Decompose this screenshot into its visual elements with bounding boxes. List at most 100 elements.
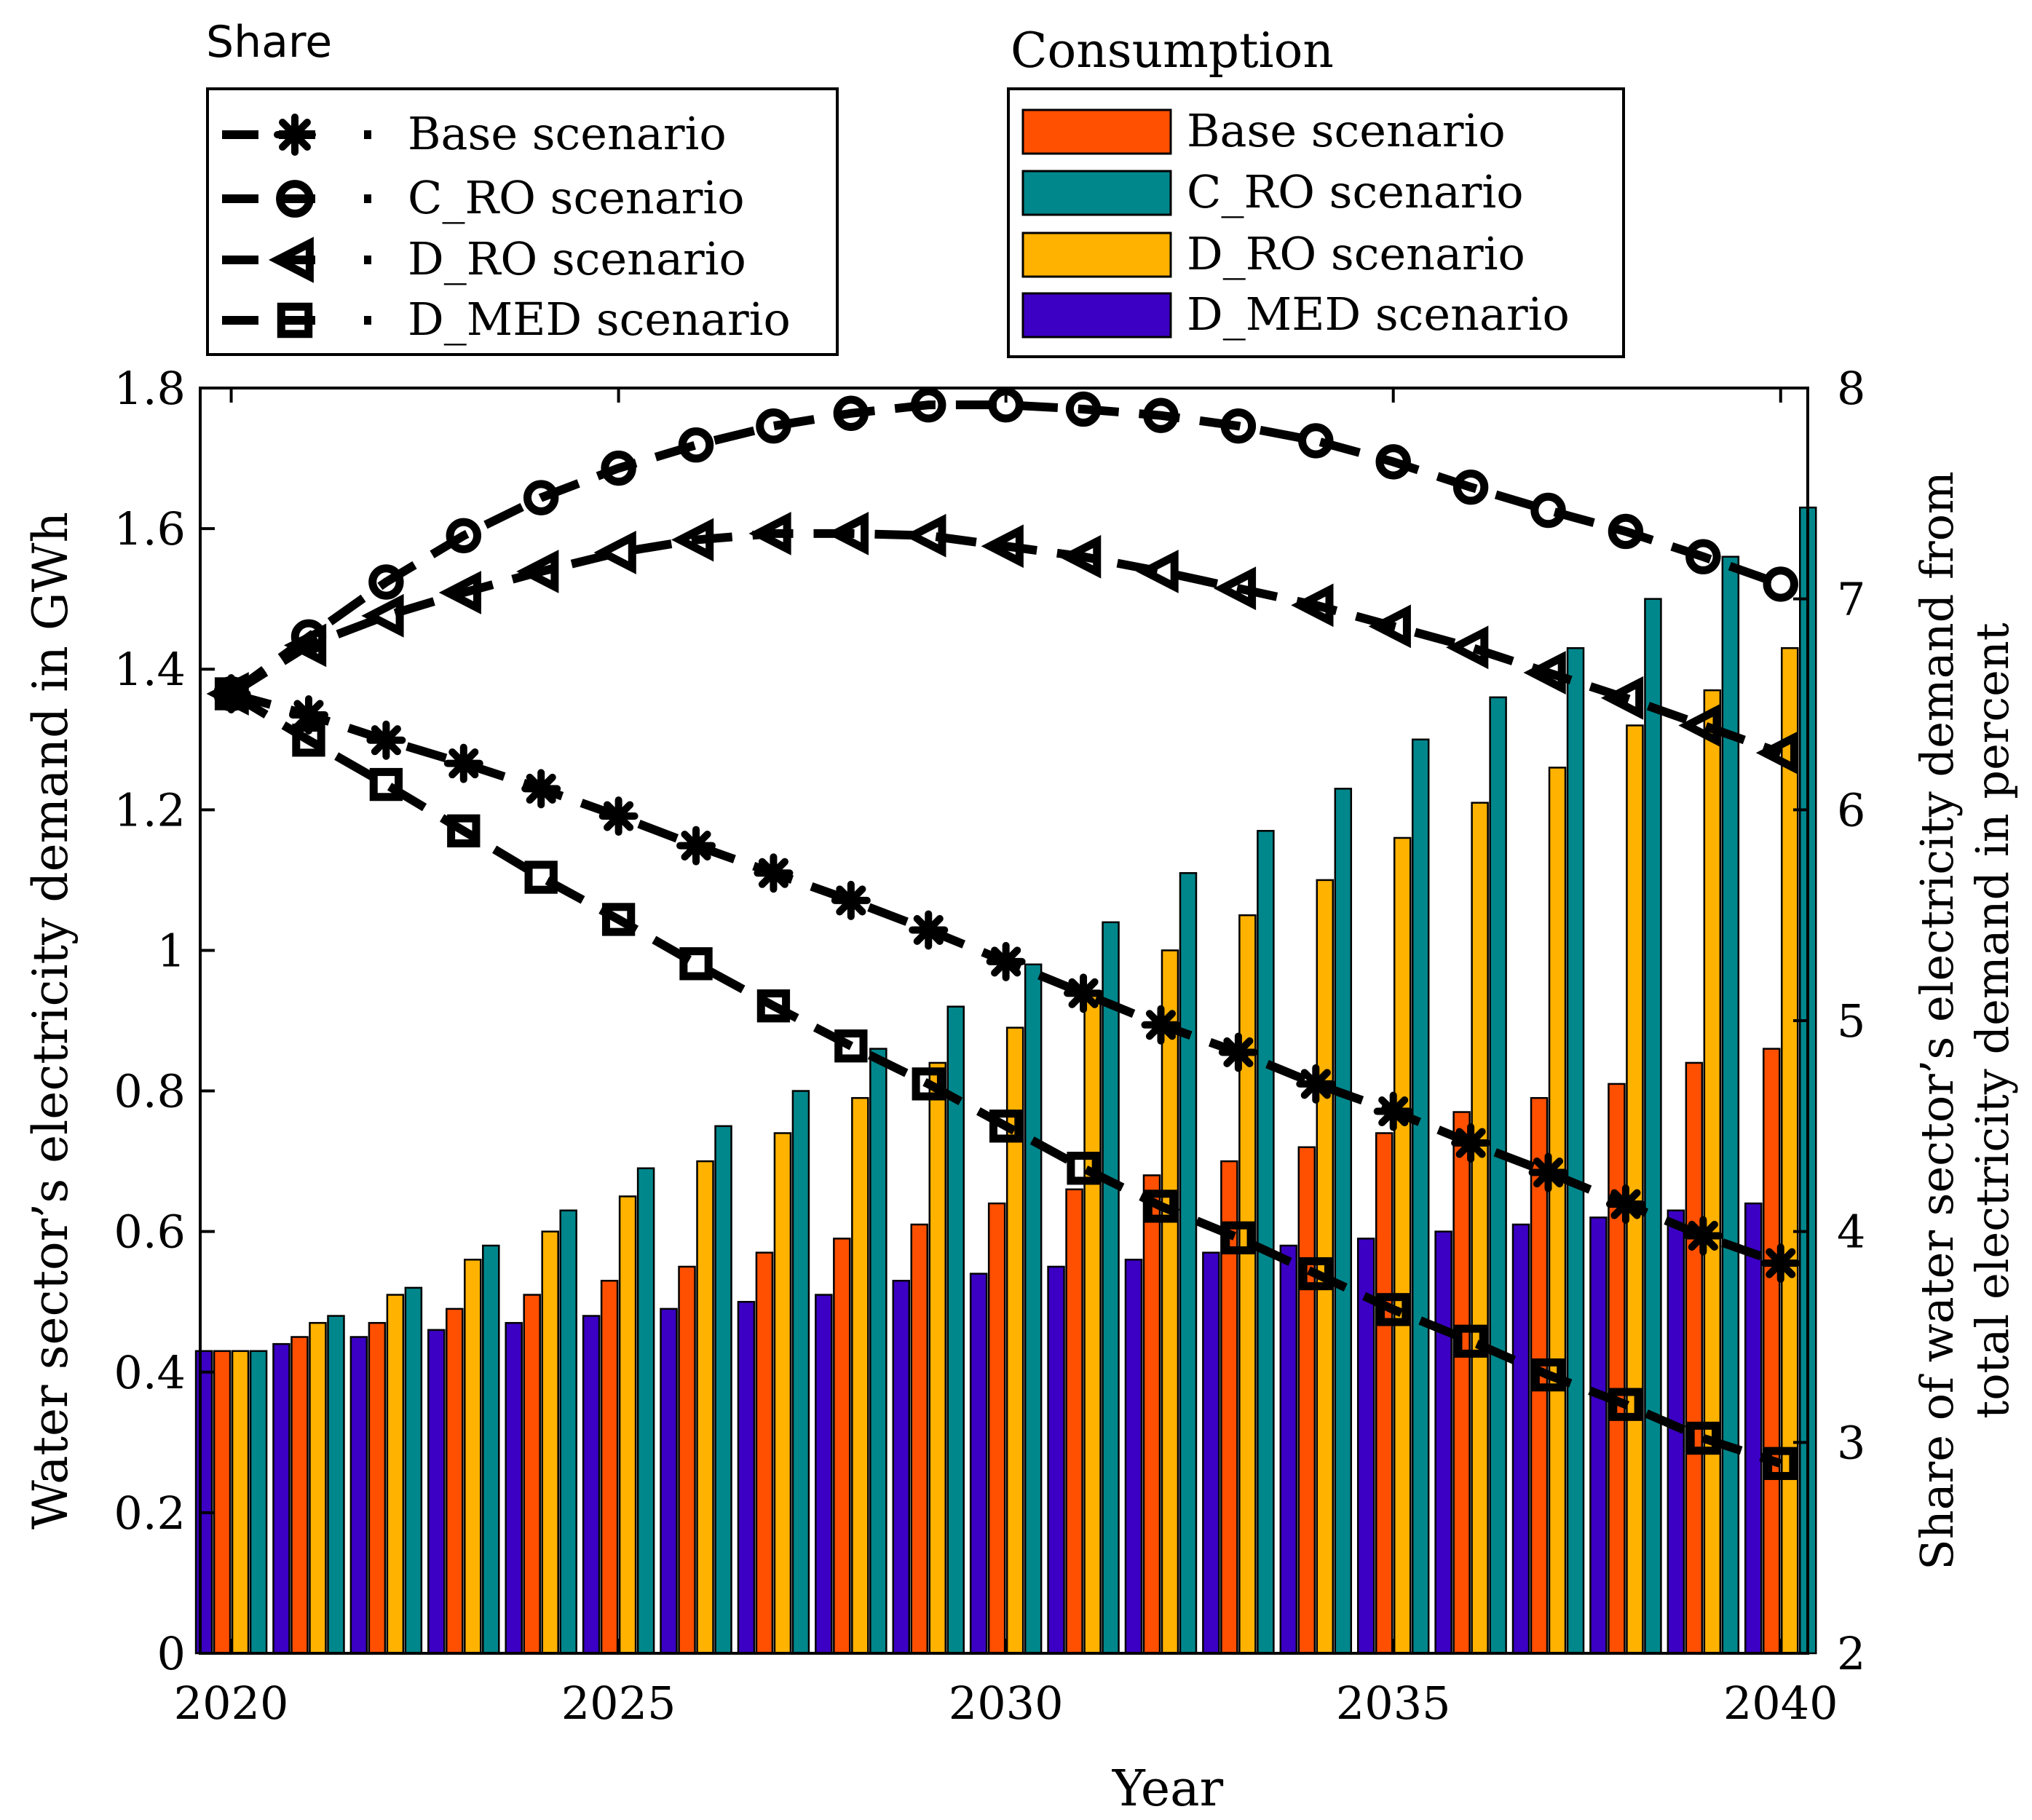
marker-d-ro-scenario-2026: [671, 518, 714, 562]
legend-share-label: D_RO scenario: [408, 232, 746, 285]
marker-base-scenario-2024: [521, 769, 561, 809]
x-tick-label: 2030: [949, 1677, 1064, 1730]
bar-d-med-scenario-2028: [815, 1294, 833, 1655]
bar-d-ro-scenario-2031: [1083, 992, 1102, 1655]
bar-c-ro-scenario-2024: [559, 1209, 577, 1655]
bar-base-scenario-2025: [600, 1280, 619, 1655]
marker-d-med-scenario-2027: [756, 989, 791, 1023]
marker-c-ro-scenario-2035: [1375, 444, 1411, 480]
bar-c-ro-scenario-2039: [1721, 555, 1740, 1655]
left-tick-label: 0.2: [114, 1487, 186, 1540]
right-tick-label: 7: [1837, 573, 1865, 626]
marker-d-ro-scenario-2035: [1368, 604, 1411, 649]
legend-share-label: C_RO scenario: [408, 171, 745, 224]
left-tick-label: 0.4: [114, 1346, 186, 1399]
marker-base-scenario-2028: [831, 880, 871, 920]
marker-d-ro-scenario-2038: [1600, 676, 1644, 720]
marker-c-ro-scenario-2040: [1763, 566, 1798, 602]
legend-share-entry-base-scenario: Base scenario: [222, 107, 727, 160]
marker-c-ro-scenario-2036: [1452, 469, 1489, 505]
left-tick-label: 1: [157, 924, 186, 977]
legend-consumption-swatch: [1021, 108, 1172, 155]
marker-d-med-scenario-2033: [1222, 1221, 1255, 1255]
legend-consumption-title: Consumption: [1011, 23, 1334, 79]
marker-d-med-scenario-2025: [601, 903, 636, 936]
legend-share-label: Base scenario: [408, 107, 727, 160]
bar-d-med-scenario-2037: [1511, 1223, 1530, 1655]
bar-d-med-scenario-2020: [194, 1350, 213, 1655]
bar-d-ro-scenario-2033: [1238, 914, 1257, 1655]
left-tick-label: 1.4: [114, 643, 186, 696]
bar-base-scenario-2040: [1763, 1048, 1781, 1655]
legend-consumption-label: D_MED scenario: [1187, 288, 1570, 341]
bar-d-ro-scenario-2024: [541, 1230, 559, 1655]
left-tick-label: 0.8: [114, 1065, 186, 1118]
line-d-med-scenario: [229, 689, 1782, 1468]
legend-consumption-entry-d-med-scenario: D_MED scenario: [1021, 288, 1570, 341]
marker-d-med-scenario-2028: [834, 1029, 868, 1063]
bar-c-ro-scenario-2033: [1257, 830, 1275, 1655]
right-tick-label: 2: [1837, 1627, 1865, 1680]
legend-consumption: Base scenario C_RO scenario D_RO scenario D…: [1007, 87, 1625, 358]
marker-d-ro-scenario-2030: [981, 524, 1024, 569]
bar-base-scenario-2020: [213, 1350, 232, 1655]
marker-c-ro-scenario-2032: [1143, 397, 1179, 433]
line-d-ro-scenario: [229, 529, 1782, 757]
legend-consumption-label: Base scenario: [1187, 104, 1506, 157]
legend-share-label: D_MED scenario: [408, 293, 791, 346]
marker-d-ro-scenario-2037: [1523, 651, 1566, 695]
legend-share-entry-c-ro-scenario: C_RO scenario: [222, 171, 745, 224]
bar-d-ro-scenario-2029: [928, 1061, 947, 1655]
left-tick-label: 1.2: [114, 783, 186, 836]
bar-d-ro-scenario-2037: [1548, 767, 1567, 1655]
bar-d-ro-scenario-2028: [851, 1096, 869, 1655]
bar-d-med-scenario-2032: [1124, 1259, 1143, 1655]
bar-d-med-scenario-2031: [1047, 1265, 1065, 1655]
marker-d-med-scenario-2037: [1531, 1358, 1565, 1392]
line-c-ro-scenario: [229, 400, 1782, 697]
bar-d-med-scenario-2030: [969, 1273, 988, 1655]
left-tick-label: 0: [157, 1627, 186, 1680]
bar-c-ro-scenario-2027: [791, 1090, 810, 1655]
bar-base-scenario-2035: [1375, 1132, 1393, 1655]
marker-d-ro-scenario-2022: [361, 593, 404, 638]
legend-share-entry-d-ro-scenario: D_RO scenario: [222, 232, 746, 285]
marker-c-ro-scenario-2024: [523, 480, 559, 515]
legend-consumption-label: D_RO scenario: [1187, 227, 1525, 280]
legend-consumption-swatch: [1021, 292, 1172, 339]
marker-c-ro-scenario-2023: [446, 518, 481, 553]
marker-c-ro-scenario-2033: [1220, 408, 1257, 444]
bar-d-med-scenario-2033: [1202, 1251, 1220, 1655]
x-tick-label: 2035: [1336, 1677, 1451, 1730]
bar-d-ro-scenario-2023: [464, 1259, 482, 1655]
bar-d-med-scenario-2022: [349, 1336, 368, 1655]
x-tick-label: 2040: [1723, 1677, 1838, 1730]
bar-base-scenario-2028: [833, 1238, 851, 1655]
legend-consumption-entry-base-scenario: Base scenario: [1021, 104, 1506, 157]
bar-c-ro-scenario-2028: [869, 1048, 887, 1655]
bar-d-med-scenario-2021: [272, 1342, 290, 1655]
marker-base-scenario-2035: [1373, 1091, 1413, 1131]
marker-d-ro-scenario-2031: [1059, 534, 1102, 579]
line-series-base-scenario: [211, 674, 1800, 1283]
marker-d-med-scenario-2026: [679, 947, 713, 981]
marker-d-med-scenario-2020: [214, 677, 248, 711]
bar-base-scenario-2039: [1685, 1061, 1704, 1655]
marker-d-med-scenario-2034: [1299, 1257, 1332, 1291]
right-tick-label: 6: [1837, 783, 1865, 836]
left-tick-label: 1.8: [114, 362, 186, 415]
bar-base-scenario-2038: [1608, 1083, 1626, 1655]
line-series-d-ro-scenario: [206, 511, 1798, 775]
bar-c-ro-scenario-2023: [482, 1244, 500, 1655]
marker-d-ro-scenario-2024: [516, 550, 559, 593]
bar-d-med-scenario-2029: [892, 1280, 911, 1655]
legend-share-entry-d-med-scenario: D_MED scenario: [222, 293, 791, 346]
marker-base-scenario-2034: [1296, 1064, 1336, 1104]
marker-d-med-scenario-2031: [1067, 1152, 1100, 1185]
legend-share-marker: [277, 302, 313, 339]
line-series-group: [206, 387, 1800, 1480]
marker-d-ro-scenario-2029: [904, 513, 946, 558]
right-tick-label: 5: [1837, 994, 1865, 1048]
bar-base-scenario-2021: [290, 1336, 309, 1655]
bar-d-med-scenario-2025: [582, 1315, 601, 1655]
